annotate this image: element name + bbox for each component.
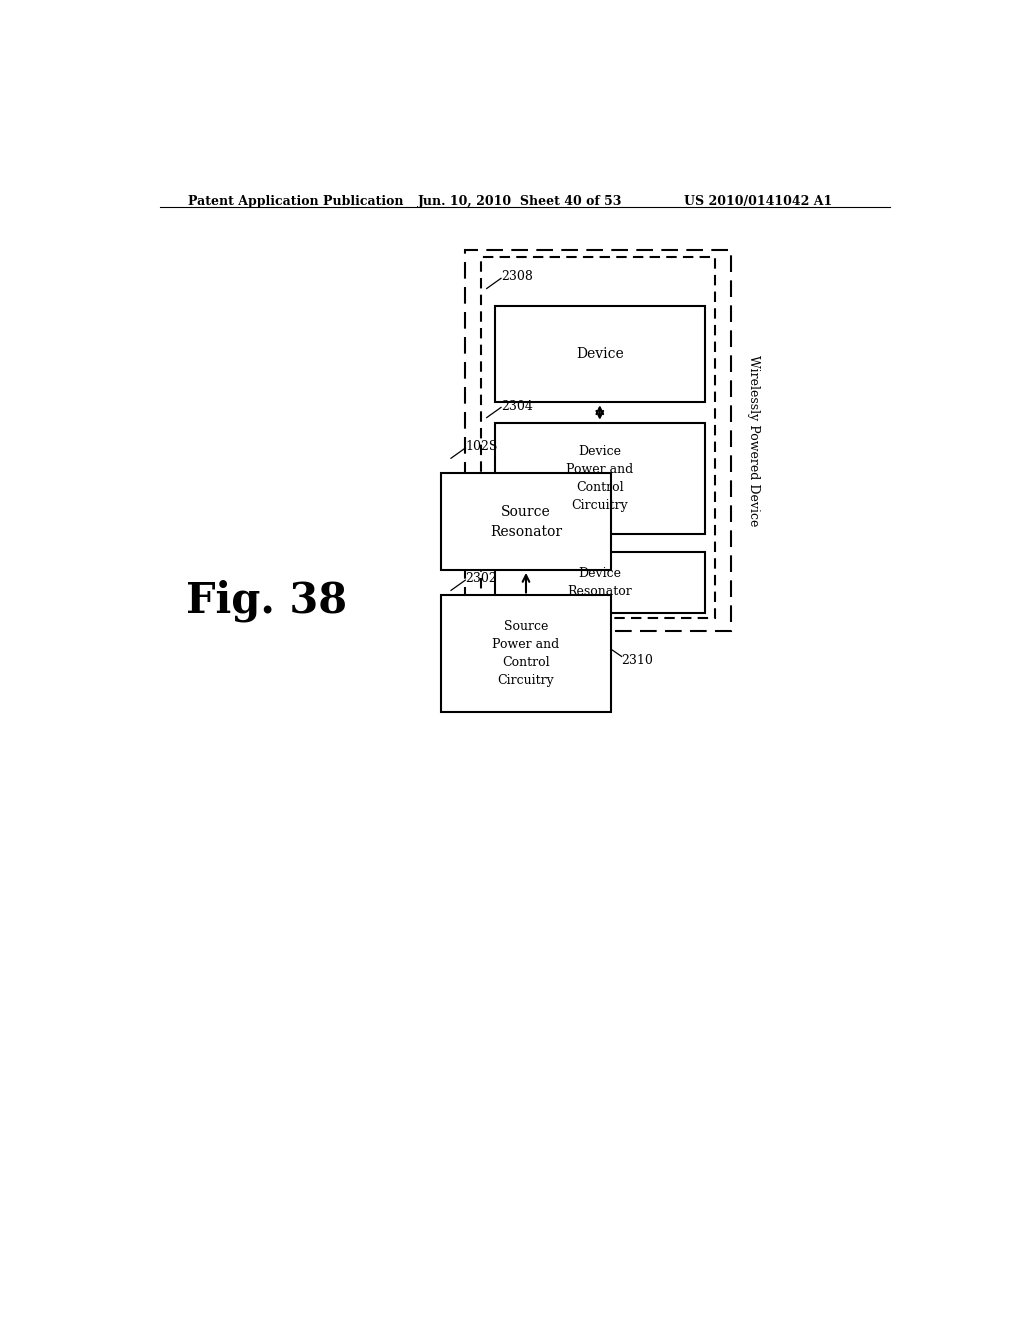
Text: Jun. 10, 2010  Sheet 40 of 53: Jun. 10, 2010 Sheet 40 of 53 — [418, 195, 622, 209]
Text: 102S: 102S — [465, 440, 498, 453]
Text: 2304: 2304 — [501, 400, 532, 412]
Text: US 2010/0141042 A1: US 2010/0141042 A1 — [684, 195, 831, 209]
Text: Fig. 38: Fig. 38 — [186, 579, 347, 622]
FancyBboxPatch shape — [495, 306, 705, 403]
Text: 2302: 2302 — [465, 573, 497, 585]
Text: Device: Device — [575, 347, 624, 362]
Text: Wirelessly Powered Device: Wirelessly Powered Device — [746, 355, 760, 527]
Text: Device
Resonator: Device Resonator — [567, 566, 632, 598]
FancyBboxPatch shape — [495, 552, 705, 612]
Text: Device
Power and
Control
Circuitry: Device Power and Control Circuitry — [566, 445, 634, 512]
Text: 102D: 102D — [501, 508, 535, 521]
Text: Source
Resonator: Source Resonator — [489, 506, 562, 539]
Text: 2308: 2308 — [501, 271, 532, 284]
Text: Source
Power and
Control
Circuitry: Source Power and Control Circuitry — [493, 620, 559, 688]
FancyBboxPatch shape — [440, 474, 611, 570]
FancyBboxPatch shape — [495, 422, 705, 535]
Text: Patent Application Publication: Patent Application Publication — [187, 195, 403, 209]
FancyBboxPatch shape — [440, 595, 611, 713]
Text: 2310: 2310 — [622, 655, 653, 668]
